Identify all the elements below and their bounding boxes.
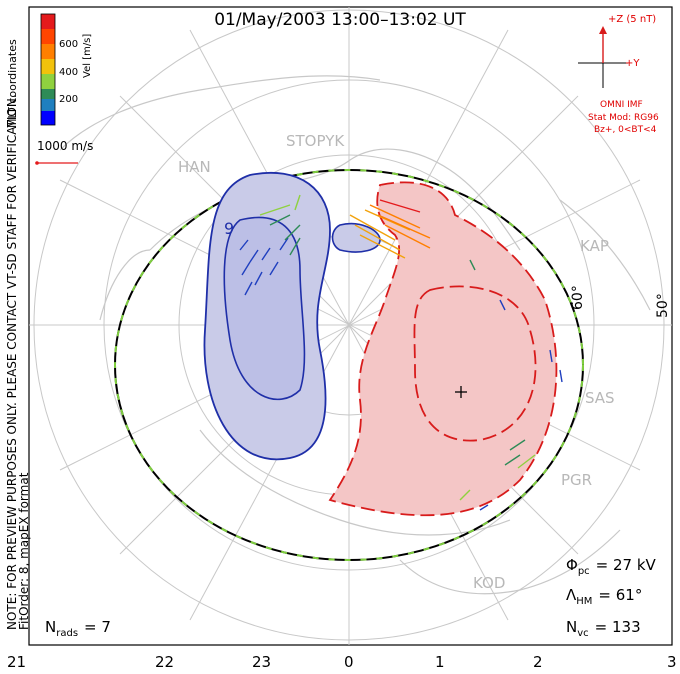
- mlt-axis: 21 22 23 0 1 2 3: [7, 653, 677, 671]
- cell-min-marker: 9: [224, 219, 234, 238]
- mlt-tick-1: 1: [435, 653, 445, 671]
- mlt-tick-22: 22: [155, 653, 174, 671]
- colorbar-label: Vel [m/s]: [82, 34, 93, 78]
- colorbar-swatch-1: [41, 14, 55, 29]
- colorbar-swatch-8: [41, 111, 55, 125]
- preview-note: NOTE: FOR PREVIEW PURPOSES ONLY. PLEASE …: [5, 94, 19, 630]
- n-vectors: Nvc = 133: [566, 618, 641, 639]
- latitude-label-60: 60°: [570, 285, 586, 310]
- latitude-label-50: 50°: [655, 293, 671, 318]
- colorbar-tick-600: 600: [59, 39, 78, 50]
- station-kod: KOD: [473, 574, 505, 592]
- hm-boundary: [114, 169, 584, 561]
- map-statistics: Φpc = 27 kV ΛHM = 61° Nvc = 133 Nrads = 7: [45, 556, 657, 639]
- scale-vector-label: 1000 m/s: [37, 139, 93, 153]
- colorbar-tick-200: 200: [59, 94, 78, 105]
- map-title: 01/May/2003 13:00–13:02 UT: [214, 10, 466, 30]
- positive-convection-cell: [328, 181, 558, 517]
- colorbar-swatch-3: [41, 44, 55, 59]
- colorbar-swatch-4: [41, 59, 55, 74]
- station-han: HAN: [178, 158, 211, 176]
- imf-stat-mod: Stat Mod: RG96: [588, 113, 659, 123]
- station-labels: STOPYK HAN KAP SAS PGR KOD: [178, 132, 615, 592]
- negative-convection-cell: 9: [203, 171, 381, 461]
- station-sas: SAS: [585, 389, 615, 407]
- velocity-vectors: [239, 194, 563, 511]
- cell-max-marker: [455, 386, 467, 398]
- colorbar-swatch-6: [41, 89, 55, 99]
- imf-source: OMNI IMF: [600, 100, 643, 110]
- fit-order-note: FitOrder: 8, mapEX format: [17, 472, 31, 630]
- colorbar-tick-400: 400: [59, 67, 78, 78]
- coastlines: [59, 75, 651, 595]
- lambda-hm: ΛHM = 61°: [566, 586, 642, 607]
- imf-condition: Bz+, 0<BT<4: [594, 125, 657, 135]
- imf-dial: +Z (5 nT) +Y OMNI IMF Stat Mod: RG96 Bz+…: [578, 14, 659, 135]
- station-stopyk: STOPYK: [286, 132, 345, 150]
- station-kap: KAP: [580, 237, 609, 255]
- n-radars: Nrads = 7: [45, 618, 111, 639]
- mlt-tick-2: 2: [533, 653, 543, 671]
- mlt-tick-0: 0: [344, 653, 354, 671]
- colorbar-swatch-2: [41, 29, 55, 44]
- velocity-scale: 1000 m/s: [35, 139, 93, 165]
- mlt-tick-23: 23: [252, 653, 271, 671]
- colorbar-swatch-7: [41, 99, 55, 111]
- mlt-tick-21: 21: [7, 653, 26, 671]
- imf-y-label: +Y: [625, 58, 640, 69]
- coord-label: MLT coordinates: [6, 39, 19, 128]
- velocity-colorbar: 600 400 200 Vel [m/s]: [40, 13, 93, 126]
- phi-pc: Φpc = 27 kV: [566, 556, 657, 577]
- mlt-tick-3: 3: [667, 653, 677, 671]
- station-pgr: PGR: [561, 471, 592, 489]
- colorbar-swatch-5: [41, 74, 55, 89]
- imf-z-label: +Z (5 nT): [608, 14, 656, 25]
